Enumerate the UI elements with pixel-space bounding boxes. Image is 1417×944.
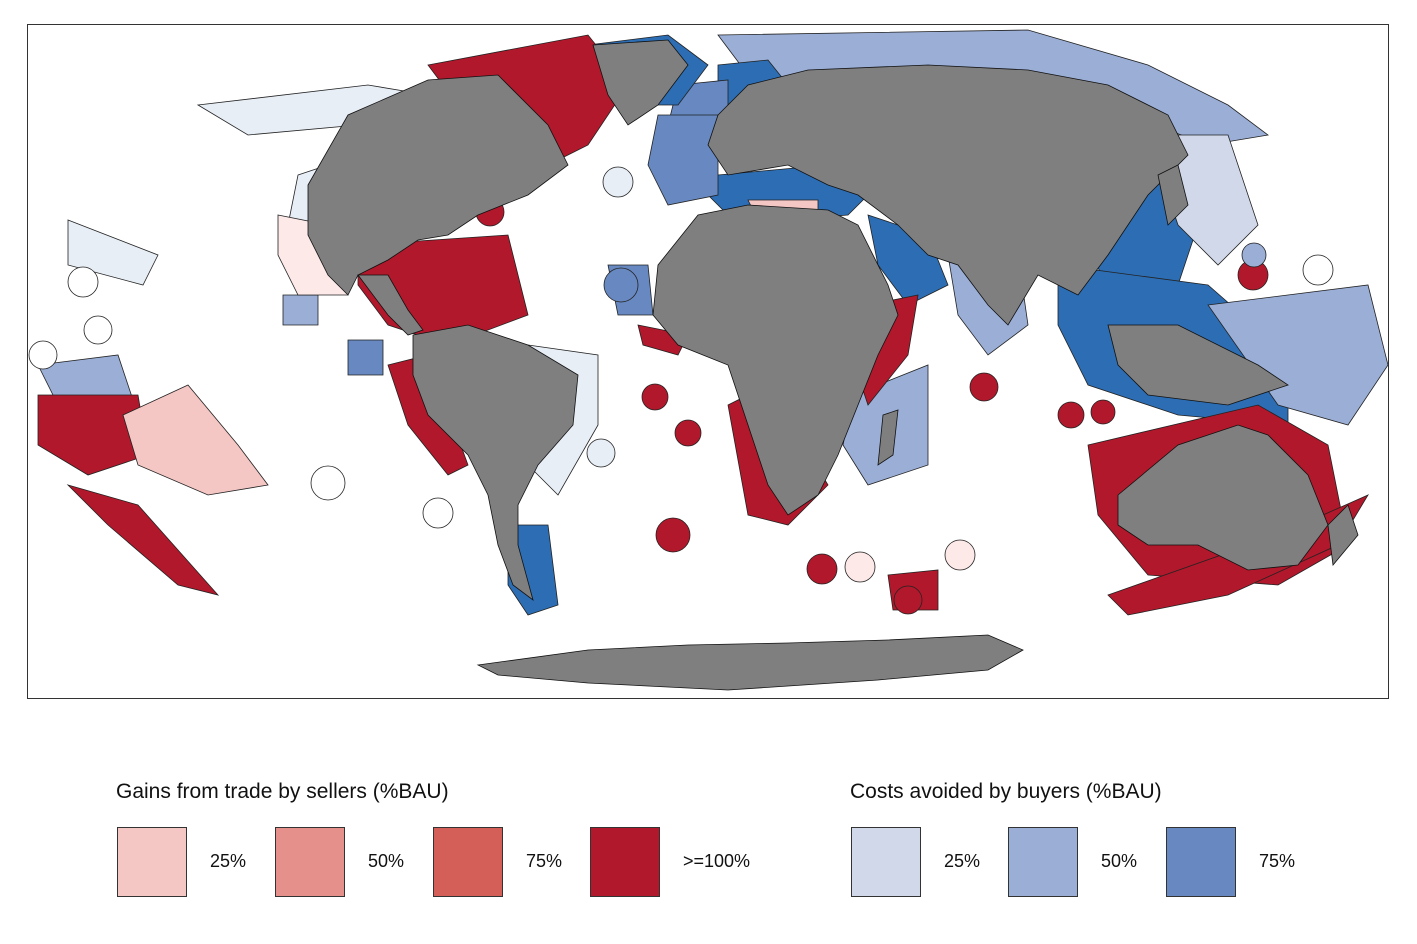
eez-heard [944,539,976,571]
antarctica [476,634,1024,691]
sellers-swatch-50 [275,827,345,897]
japan [1157,164,1189,226]
sellers-label-100: >=100% [683,851,751,871]
sellers-label-50: 50% [368,851,405,871]
buyers-swatch-50 [1008,827,1078,897]
central-america [357,274,424,336]
eez-st-helena [674,419,702,447]
eez-azores [602,166,634,198]
buyers-label-25: 25% [944,851,981,871]
eez-pacific-island-e [1302,254,1334,286]
buyers-label-75: 75% [1259,851,1296,871]
eez-west-mexico [282,294,319,326]
eez-argentina [507,524,559,616]
eez-tristan [655,517,691,553]
eez-central-pacific [37,394,149,476]
sellers-legend-title: Gains from trade by sellers (%BAU) [116,780,449,803]
eez-south-pacific-east [66,484,220,596]
eez-cocos [1090,399,1116,425]
greenland [592,39,689,126]
eez-south-atlantic-island [586,438,616,468]
sellers-swatch-75 [433,827,503,897]
eez-chagos [969,372,999,402]
north-america [307,74,569,296]
eez-pacific-island-b [310,465,346,501]
eez-pacific-island-a [67,266,99,298]
eurasia [707,64,1189,326]
southeast-asia-islands [1107,324,1289,406]
sellers-label-75: 75% [526,851,563,871]
eez-pacific-island-f [1241,242,1267,268]
sellers-swatch-25 [117,827,187,897]
eez-bouvet [806,553,838,585]
buyers-swatch-25 [851,827,921,897]
sellers-label-25: 25% [210,851,247,871]
australia [1117,424,1329,571]
eez-ascension [641,383,669,411]
eez-pacific-island-c [422,497,454,529]
eez-crozet [844,551,876,583]
map-frame [27,24,1389,699]
eez-hawaii-island [28,340,58,370]
eez-galapagos [347,339,384,376]
land [307,39,1359,691]
eez-pacific-island-g [83,315,113,345]
eez-french-polynesia [122,384,269,496]
buyers-swatch-75 [1166,827,1236,897]
new-zealand [1327,504,1359,566]
buyers-label-50: 50% [1101,851,1138,871]
eez-west-europe [647,114,719,206]
sellers-swatch-100 [590,827,660,897]
south-america [412,324,579,602]
eez-christmas [1057,401,1085,429]
eez-amsterdam [893,585,923,615]
eez-cape-verde [603,267,639,303]
world-map [28,29,1388,691]
africa [652,204,899,516]
island-eezs [28,166,1334,615]
buyers-legend-title: Costs avoided by buyers (%BAU) [850,780,1162,803]
madagascar [877,409,899,466]
